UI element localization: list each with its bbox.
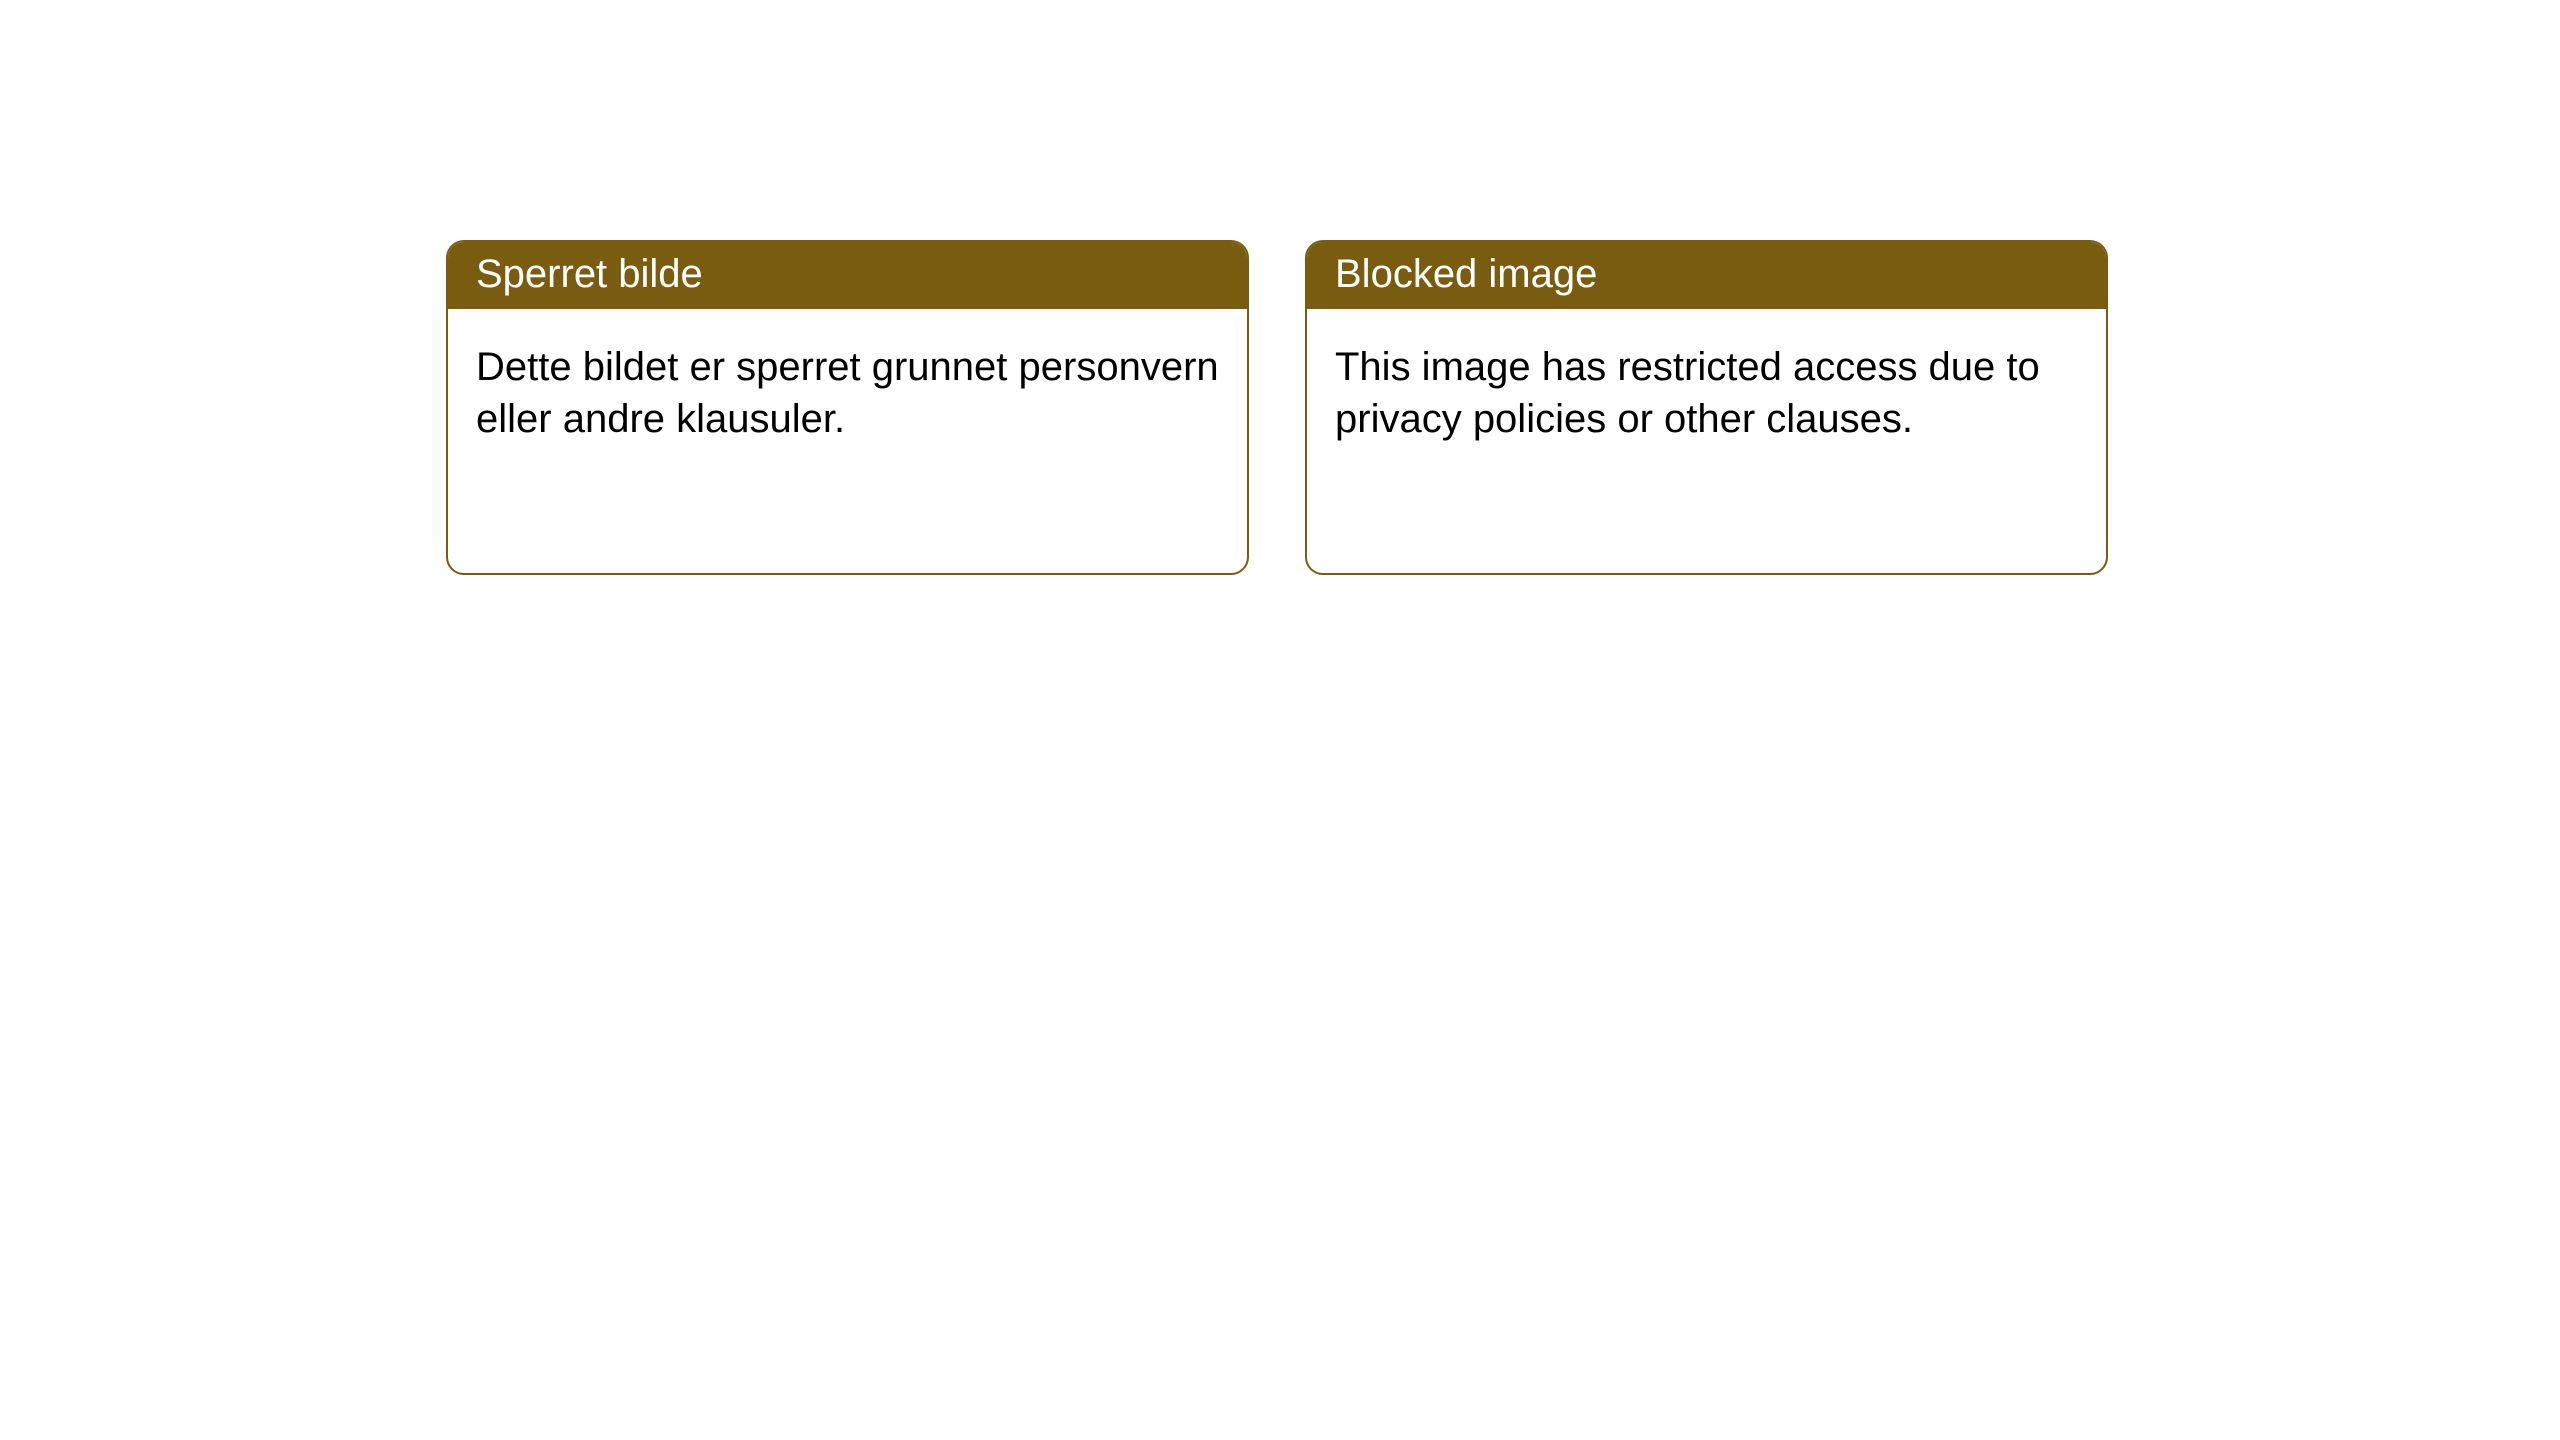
- notice-card-header: Blocked image: [1307, 242, 2106, 309]
- notice-card-norwegian: Sperret bilde Dette bildet er sperret gr…: [446, 240, 1249, 575]
- notice-card-title: Blocked image: [1335, 252, 1597, 296]
- notice-card-title: Sperret bilde: [476, 252, 703, 296]
- notice-card-body: This image has restricted access due to …: [1307, 309, 2106, 477]
- notice-card-english: Blocked image This image has restricted …: [1305, 240, 2108, 575]
- notice-card-body: Dette bildet er sperret grunnet personve…: [448, 309, 1247, 477]
- notice-card-header: Sperret bilde: [448, 242, 1247, 309]
- notice-cards-container: Sperret bilde Dette bildet er sperret gr…: [0, 0, 2560, 575]
- notice-card-message: This image has restricted access due to …: [1335, 345, 2040, 441]
- notice-card-message: Dette bildet er sperret grunnet personve…: [476, 345, 1219, 441]
